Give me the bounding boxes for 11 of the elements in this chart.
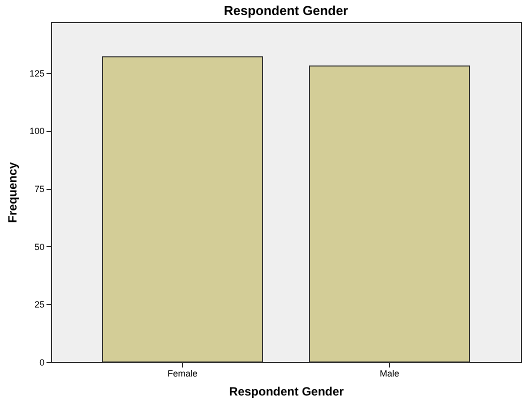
y-tick-label: 100 [29,126,44,136]
y-axis-title: Frequency [5,162,20,223]
y-tick-label: 25 [34,300,44,310]
y-tick-label: 0 [39,358,44,368]
x-axis-title: Respondent Gender [229,384,344,398]
y-tick-label: 125 [29,68,44,78]
x-tick-label: Female [167,368,198,378]
x-tick-label: Male [380,368,400,378]
y-tick-label: 75 [34,184,44,194]
y-tick-label: 50 [34,242,44,252]
chart-title: Respondent Gender [224,3,348,18]
